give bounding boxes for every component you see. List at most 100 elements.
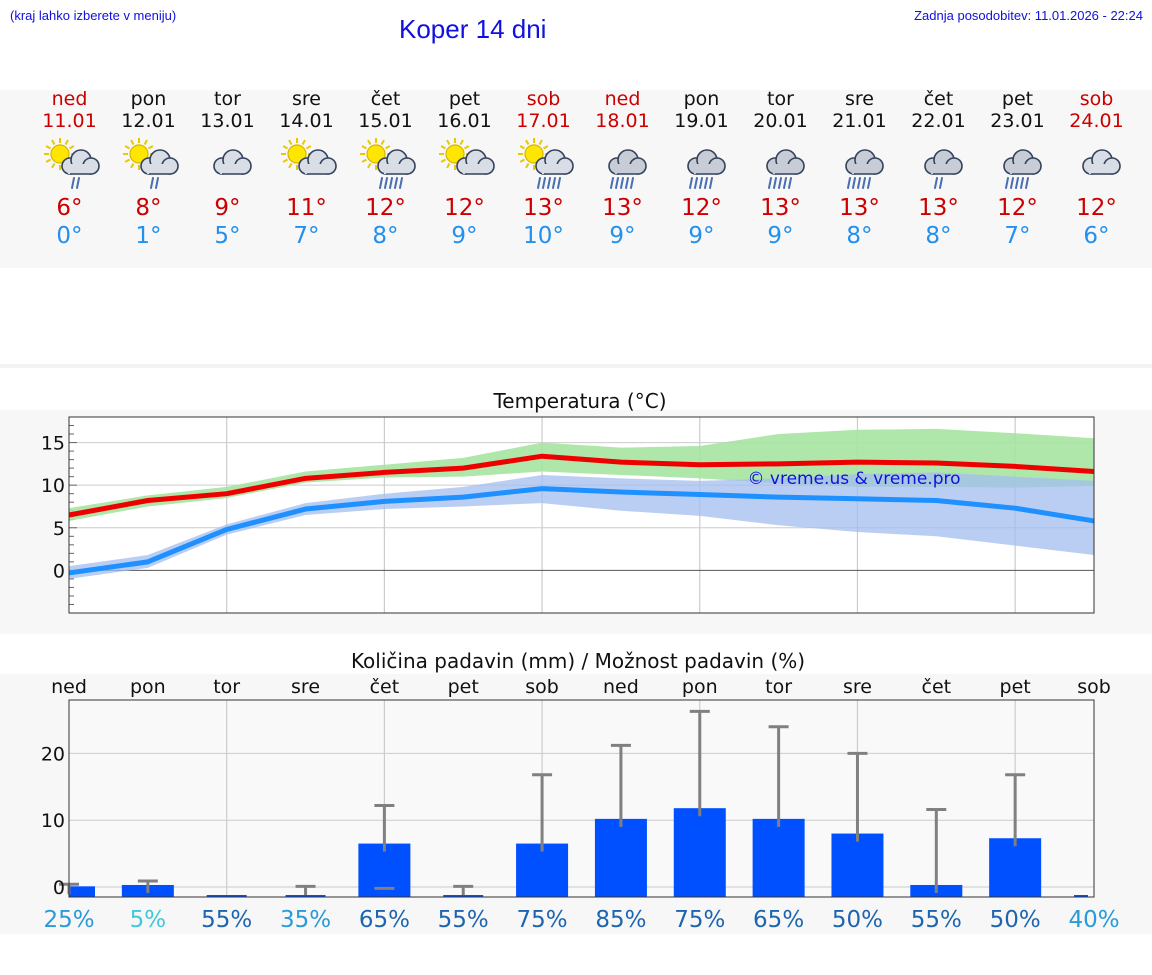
precipitation-bar [285, 894, 326, 897]
precipitation-chance: 50% [990, 907, 1041, 933]
precipitation-chance: 65% [753, 907, 804, 933]
min-temperature: 8° [925, 223, 952, 249]
min-temperature: 10° [523, 223, 564, 249]
sun-cloud-rain-icon [359, 138, 416, 189]
day-label: ned [603, 676, 639, 698]
day-date: 20.01 [753, 110, 808, 132]
day-name: sob [526, 88, 561, 110]
day-column: čet 22.01 13° 8° [899, 88, 978, 250]
day-date: 24.01 [1069, 110, 1124, 132]
y-tick-label: 20 [41, 743, 65, 765]
precipitation-bar [516, 843, 569, 897]
precipitation-chance: 40% [1068, 907, 1119, 933]
day-date: 14.01 [279, 110, 334, 132]
day-name: pon [683, 88, 720, 110]
precipitation-bar [443, 894, 484, 897]
precipitation-chance: 35% [280, 907, 331, 933]
day-column: ned 11.01 6° 0° [30, 88, 109, 250]
min-temperature: 5° [214, 223, 241, 249]
day-label: sre [291, 676, 320, 698]
day-date: 21.01 [832, 110, 887, 132]
max-temperature: 12° [997, 195, 1038, 221]
precipitation-bar [206, 894, 247, 897]
cloudy-icon [212, 149, 252, 175]
day-date: 23.01 [990, 110, 1045, 132]
precipitation-chance: 5% [130, 907, 167, 933]
max-temperature-line [68, 453, 1095, 518]
max-temperature: 12° [1076, 195, 1117, 221]
max-temperature: 12° [681, 195, 722, 221]
y-tick-label: 5 [53, 518, 65, 540]
precipitation-bar [673, 808, 726, 897]
precipitation-chance: 55% [911, 907, 962, 933]
day-name: ned [51, 88, 88, 110]
sun-cloud-icon [438, 138, 495, 175]
day-label: sob [525, 676, 559, 698]
precipitation-chart: Količina padavin (mm) / Možnost padavin … [41, 649, 1120, 933]
precipitation-chance: 55% [201, 907, 252, 933]
page-title: Koper 14 dni [399, 14, 547, 44]
day-name: tor [767, 88, 794, 110]
precipitation-chance: 75% [674, 907, 725, 933]
sun-cloud-rain-icon [517, 138, 574, 189]
max-temperature: 8° [135, 195, 162, 221]
max-temperature: 12° [444, 195, 485, 221]
day-label: pet [448, 676, 479, 698]
min-temperature: 8° [846, 223, 873, 249]
max-temperature: 13° [523, 195, 564, 221]
min-temperature: 8° [372, 223, 399, 249]
min-temperature: 0° [56, 223, 83, 249]
precipitation-chance: 55% [438, 907, 489, 933]
day-date: 19.01 [674, 110, 729, 132]
plot-frame [68, 699, 1095, 898]
min-temperature: 6° [1083, 223, 1110, 249]
day-date: 16.01 [437, 110, 492, 132]
min-temperature: 7° [293, 223, 320, 249]
forecast-band [0, 90, 1152, 268]
max-temperature: 13° [918, 195, 959, 221]
day-date: 15.01 [358, 110, 413, 132]
cloud-rain-icon [686, 149, 726, 189]
min-temperature: 1° [135, 223, 162, 249]
day-column: sre 14.01 11° 7° [267, 88, 346, 250]
precipitation-chance: 75% [517, 907, 568, 933]
min-temperature: 7° [1004, 223, 1031, 249]
day-column: čet 15.01 12° 8° [346, 88, 425, 250]
y-tick-label: 0 [53, 877, 65, 899]
precipitation-bar [1074, 894, 1088, 897]
y-tick-label: 10 [41, 810, 65, 832]
y-tick-label: 10 [41, 475, 65, 497]
day-label: pon [130, 676, 166, 698]
sun-cloud-light-rain-icon [122, 138, 179, 189]
day-date: 13.01 [200, 110, 255, 132]
day-label: tor [213, 676, 240, 698]
cloud-rain-icon [844, 149, 884, 189]
day-column: tor 13.01 9° 5° [188, 88, 267, 250]
sun-cloud-light-rain-icon [43, 138, 100, 189]
max-temperature: 9° [214, 195, 241, 221]
precipitation-chance: 85% [595, 907, 646, 933]
day-label: čet [922, 676, 952, 698]
day-date: 18.01 [595, 110, 650, 132]
temperature-chart: Temperatura (°C) 0 5 10 15 © vreme.us & vreme… [41, 389, 1095, 614]
last-updated: Zadnja posodobitev: 11.01.2026 - 22:24 [914, 8, 1143, 23]
day-date: 22.01 [911, 110, 966, 132]
separator-band [0, 364, 1152, 368]
cloudy-icon [1081, 149, 1121, 175]
max-temperature: 13° [602, 195, 643, 221]
min-temperature-line [68, 486, 1095, 576]
day-name: ned [604, 88, 641, 110]
max-temperature: 12° [365, 195, 406, 221]
day-label: pon [682, 676, 718, 698]
day-date: 11.01 [42, 110, 97, 132]
day-column: sre 21.01 13° 8° [820, 88, 899, 250]
cloud-rain-icon [1002, 149, 1042, 189]
min-temperature: 9° [609, 223, 636, 249]
precipitation-title: Količina padavin (mm) / Možnost padavin … [351, 649, 805, 673]
watermark: © vreme.us & vreme.pro [747, 469, 960, 489]
day-column: pon 19.01 12° 9° [662, 88, 741, 250]
day-name: pet [1001, 88, 1034, 110]
temperature-title: Temperatura (°C) [492, 389, 666, 413]
day-name: pet [448, 88, 481, 110]
day-name: čet [923, 88, 954, 110]
